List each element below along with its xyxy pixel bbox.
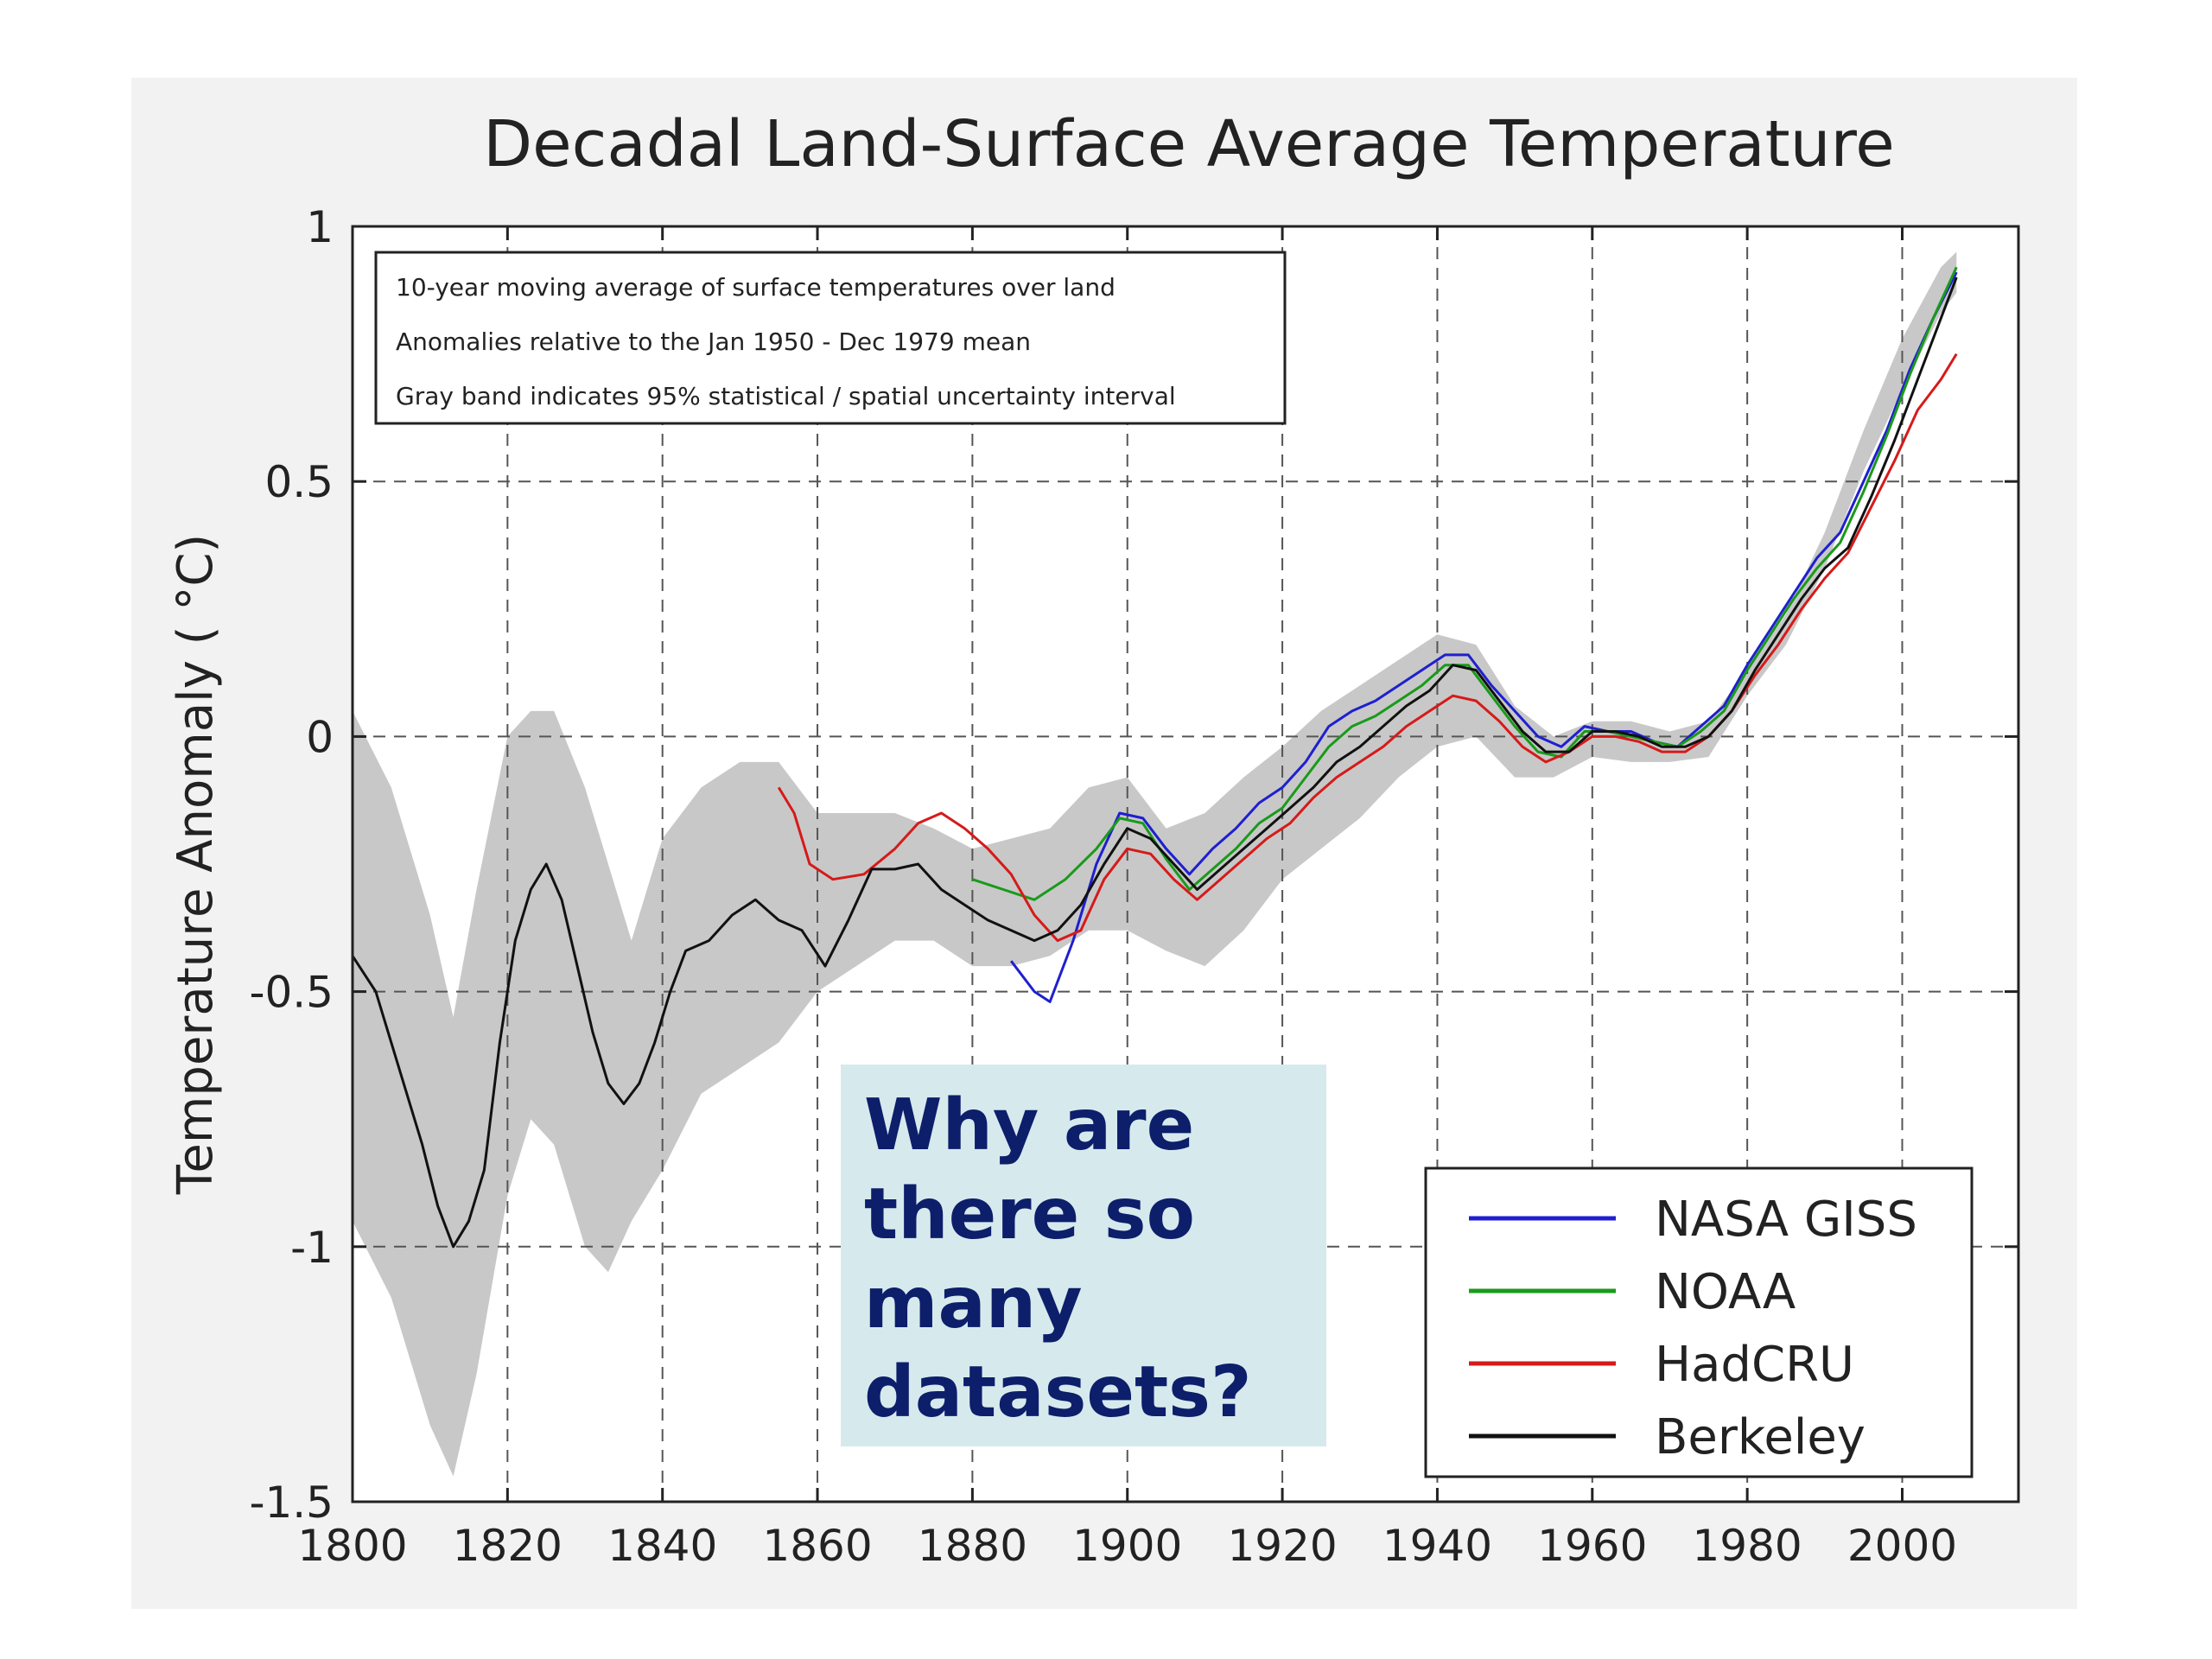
- callout-line-4: datasets?: [864, 1351, 1252, 1433]
- uncertainty-band-area: [353, 251, 1957, 1477]
- x-tick-label: 1980: [1693, 1521, 1802, 1571]
- callout-box: [841, 1065, 1326, 1446]
- x-tick-label: 1940: [1382, 1521, 1492, 1571]
- series-line-hadcru: [777, 353, 1958, 943]
- notes-box: 10-year moving average of surface temper…: [374, 251, 1287, 425]
- x-tick-label: 1820: [453, 1521, 563, 1571]
- y-tick-label: 1: [306, 202, 334, 252]
- chart-title: Decadal Land-Surface Average Temperature: [483, 107, 1895, 181]
- plot-frame: [351, 225, 2020, 1503]
- callout: Why are there so many datasets?: [841, 1065, 1326, 1446]
- note-line-2: Anomalies relative to the Jan 1950 - Dec…: [396, 327, 1031, 356]
- x-tick-label: 2000: [1847, 1521, 1957, 1571]
- series-line-berkeley: [351, 276, 1958, 1249]
- y-tick-label: -0.5: [249, 968, 334, 1018]
- x-tick-label: 1800: [297, 1521, 407, 1571]
- callout-line-3: many: [864, 1262, 1083, 1344]
- note-line-1: 10-year moving average of surface temper…: [396, 273, 1116, 302]
- series-lines: [351, 266, 1958, 1249]
- series-line-nasa-giss: [1010, 271, 1958, 1003]
- legend-label-nasa-giss: NASA GISS: [1655, 1192, 1917, 1248]
- x-tick-label: 1840: [607, 1521, 717, 1571]
- callout-line-2: there so: [864, 1173, 1195, 1255]
- legend: NASA GISS NOAA HadCRU Berkeley: [1424, 1166, 1974, 1478]
- y-tick-label: -1: [290, 1223, 334, 1273]
- x-tick-label: 1920: [1227, 1521, 1337, 1571]
- legend-label-berkeley: Berkeley: [1655, 1409, 1866, 1465]
- x-tick-label: 1860: [762, 1521, 872, 1571]
- x-tick-label: 1960: [1537, 1521, 1647, 1571]
- x-tick-label: 1900: [1072, 1521, 1182, 1571]
- note-line-3: Gray band indicates 95% statistical / sp…: [396, 382, 1176, 410]
- notes-box-frame: [374, 251, 1287, 425]
- y-tick-label: -1.5: [249, 1478, 334, 1528]
- axis-ticks: 1800 1820 1840 1860 1880 1900 1920 1940 1960 1980…: [249, 202, 2018, 1571]
- y-tick-label: 0: [306, 712, 334, 762]
- x-tick-label: 1880: [918, 1521, 1027, 1571]
- uncertainty-band: [353, 251, 1957, 1477]
- legend-label-noaa: NOAA: [1655, 1264, 1796, 1320]
- y-axis-label: Temperature Anomaly ( °C): [168, 534, 224, 1196]
- legend-label-hadcru: HadCRU: [1655, 1337, 1854, 1393]
- callout-line-1: Why are: [864, 1084, 1194, 1166]
- y-tick-label: 0.5: [264, 457, 334, 507]
